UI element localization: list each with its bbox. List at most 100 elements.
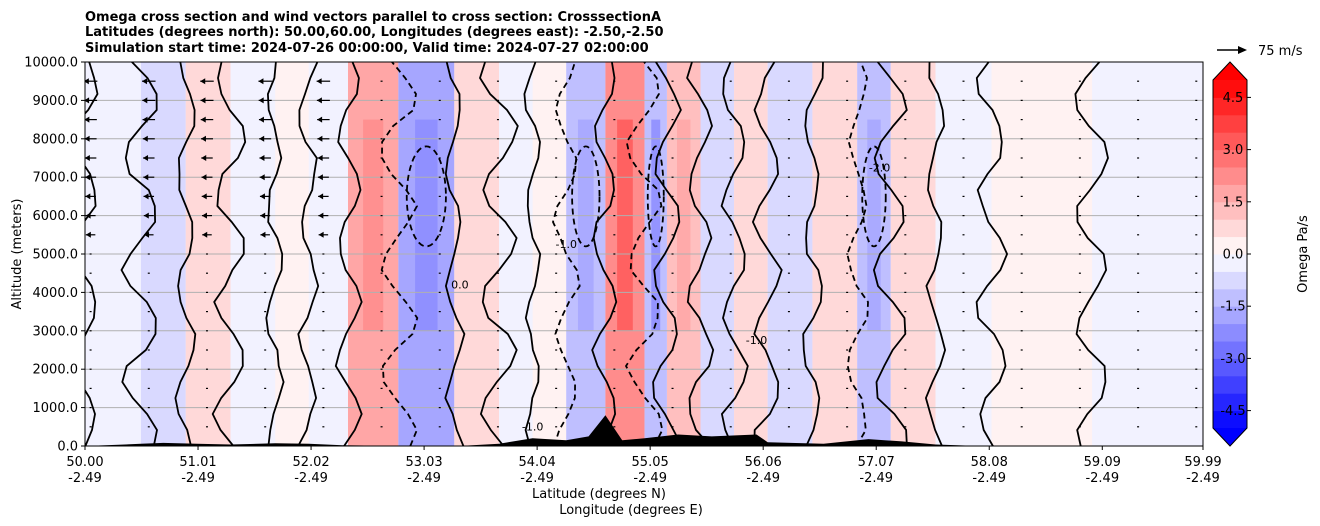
wind-vector-head (142, 78, 148, 85)
wind-vector-head (316, 78, 322, 85)
x-tick-label-lat: 55.05 (632, 455, 669, 470)
colorbar-level (1213, 167, 1247, 185)
contour-line (120, 62, 158, 446)
wind-vector-head (142, 116, 148, 123)
x-tick-label-lat: 54.04 (519, 455, 556, 470)
colorbar-extend-min (1213, 428, 1247, 446)
wind-vector-head (258, 97, 264, 104)
wind-vector-head (143, 155, 149, 161)
colorbar-level (1213, 358, 1247, 377)
colorbar-level (1213, 149, 1247, 168)
contour-line (652, 62, 683, 446)
omega-band-core (677, 119, 691, 331)
title-line-3: Simulation start time: 2024-07-26 00:00:… (85, 41, 649, 56)
y-tick-label: 1000.0 (33, 401, 79, 416)
colorbar-level (1213, 271, 1247, 290)
contour-line (211, 62, 247, 446)
contour-line (751, 62, 783, 446)
wind-vector-head (200, 78, 206, 85)
y-tick-label: 8000.0 (33, 132, 79, 147)
wind-vector-head (85, 78, 89, 85)
colorbar-level (1213, 393, 1247, 412)
wind-vector-head (143, 212, 149, 219)
y-axis-label: Altitude (meters) (10, 199, 25, 310)
wind-vector-head (317, 155, 323, 161)
contour-line (720, 62, 749, 446)
wind-vector-head (259, 193, 265, 200)
omega-band-core (577, 119, 594, 331)
y-tick-label: 6000.0 (33, 209, 79, 224)
title: Omega cross section and wind vectors par… (85, 10, 664, 56)
colorbar-tick-label: -4.5 (1220, 404, 1245, 419)
wind-vector-head (85, 116, 90, 123)
y-tick-label: 4000.0 (33, 286, 79, 301)
terrain (85, 415, 1203, 446)
x-tick-label-lat: 51.01 (179, 455, 216, 470)
y-tick-label: 5000.0 (33, 248, 79, 263)
contour-line-negative (646, 145, 665, 248)
contour-line (1074, 62, 1109, 446)
colorbar-level (1213, 341, 1247, 359)
wind-vector-head (202, 231, 208, 238)
contour-line (975, 62, 1009, 446)
y-tick-label: 0.0 (57, 440, 78, 455)
wind-vector-head (201, 174, 207, 181)
quiver-key-label: 75 m/s (1258, 44, 1303, 59)
contour-line-negative (861, 145, 887, 248)
wind-vector-head (260, 212, 266, 219)
x-tick-label-lon: -2.49 (181, 471, 215, 486)
wind-vector-head (85, 174, 91, 181)
wind-vector-head (318, 193, 324, 200)
contour-line (872, 62, 908, 446)
colorbar-level (1213, 236, 1247, 255)
x-tick-label-lon: -2.49 (633, 471, 667, 486)
colorbar-level (1213, 97, 1247, 116)
x-tick-label-lon: -2.49 (1085, 471, 1119, 486)
contour-line (846, 62, 869, 446)
contour-line (624, 62, 664, 446)
wind-vector-head (142, 97, 148, 104)
x-tick-label-lat: 53.03 (405, 455, 442, 470)
x-axis-label-lon: Longitude (degrees E) (559, 503, 703, 518)
colorbar-tick-label: 0.0 (1223, 248, 1244, 263)
contour-line (591, 62, 618, 446)
contour-label: -1.0 (522, 421, 543, 434)
wind-vector-head (317, 174, 323, 181)
omega-band-core (363, 119, 384, 331)
wind-vector-head (85, 135, 90, 142)
x-tick-label-lat: 58.08 (971, 455, 1008, 470)
contour-label: 0.0 (451, 279, 469, 292)
colorbar-level (1213, 201, 1247, 220)
contour-line (334, 62, 363, 446)
omega-band-core (415, 119, 438, 331)
colorbar-level (1213, 132, 1247, 151)
wind-vector-head (85, 97, 90, 104)
x-tick-label-lon: -2.49 (294, 471, 328, 486)
colorbar-level (1213, 375, 1247, 394)
contour-label: -2.0 (869, 161, 890, 174)
wind-vector-head (144, 231, 150, 238)
wind-vector-head (259, 135, 265, 142)
contour-line-negative (571, 145, 601, 248)
wind-vector-head (200, 135, 206, 142)
contour-label: -1.0 (746, 334, 767, 347)
colorbar-extend-max (1213, 62, 1247, 80)
colorbar-level (1213, 323, 1247, 342)
y-tick-label: 2000.0 (33, 363, 79, 378)
wind-vector-head (201, 155, 207, 161)
y-axis: 0.0 1000.0 2000.0 3000.0 4000.0 5000.0 6000.0 7… (24, 56, 85, 455)
colorbar-level (1213, 306, 1247, 325)
colorbar-outline (1212, 61, 1248, 447)
wind-vector-head (85, 212, 91, 219)
wind-vector-head (318, 212, 324, 219)
wind-vector-head (200, 97, 206, 104)
contour-label: -1.0 (555, 238, 576, 251)
x-axis-label-lat: Latitude (degrees N) (532, 487, 666, 502)
colorbar-tick-label: -3.0 (1220, 352, 1245, 367)
wind-vector-head (258, 116, 264, 123)
plot-area: -1.0 -1.0 -1.0 -2.0 0.0 (85, 62, 1203, 446)
x-tick-label-lon: -2.49 (746, 471, 780, 486)
x-axis: 50.00-2.4951.01-2.4952.02-2.4953.03-2.49… (66, 446, 1222, 486)
colorbar-level (1213, 254, 1247, 272)
